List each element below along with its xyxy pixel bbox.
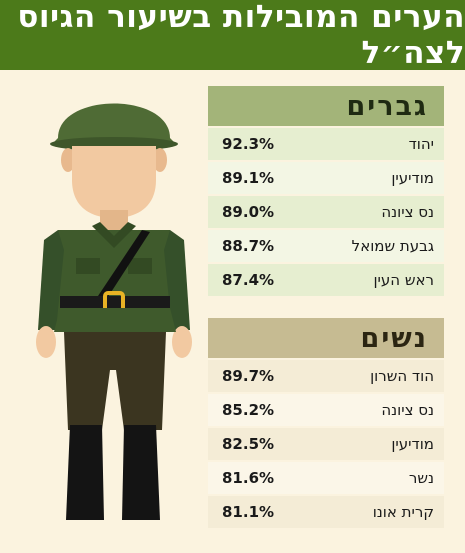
percentage: 92.3% [222,135,275,153]
women-header: נשים [208,318,444,358]
table-row: גבעת שמואל 88.7% [208,230,444,262]
table-row: מודיעין 89.1% [208,162,444,194]
city-name: נשר [408,469,434,487]
table-row: נס ציונה 89.0% [208,196,444,228]
men-header: גברים [208,86,444,126]
men-panel: גברים יהוד 92.3% מודיעין 89.1% נס ציונה … [208,86,444,296]
city-name: קרית אונו [372,503,434,521]
women-panel: נשים הוד השרון 89.7% נס ציונה 85.2% מודי… [208,318,444,528]
percentage: 82.5% [222,435,275,453]
belt [60,296,170,308]
table-row: נס ציונה 85.2% [208,394,444,426]
table-row: ראש העין 87.4% [208,264,444,296]
table-row: נשר 81.6% [208,462,444,494]
table-row: הוד השרון 89.7% [208,360,444,392]
city-name: ראש העין [373,271,434,289]
table-row: מודיעין 82.5% [208,428,444,460]
table-row: יהוד 92.3% [208,128,444,160]
shoulder-strap [98,230,150,300]
trousers [64,332,166,430]
city-name: נס ציונה [381,203,434,221]
page-title: הערים המובילות בשיעור הגיוס לצה״ל [0,0,465,71]
right-boot [122,425,160,520]
left-boot [66,425,104,520]
city-name: הוד השרון [370,367,434,385]
percentage: 89.7% [222,367,275,385]
percentage: 81.1% [222,503,275,521]
city-name: מודיעין [391,435,434,453]
city-name: יהוד [408,135,434,153]
percentage: 89.0% [222,203,275,221]
city-name: נס ציונה [381,401,434,419]
city-name: גבעת שמואל [351,237,434,255]
percentage: 89.1% [222,169,275,187]
percentage: 85.2% [222,401,275,419]
city-name: מודיעין [391,169,434,187]
helmet [52,103,176,144]
soldier-illustration [36,103,192,520]
percentage: 88.7% [222,237,275,255]
percentage: 87.4% [222,271,275,289]
face [72,146,156,218]
percentage: 81.6% [222,469,275,487]
table-row: קרית אונו 81.1% [208,496,444,528]
